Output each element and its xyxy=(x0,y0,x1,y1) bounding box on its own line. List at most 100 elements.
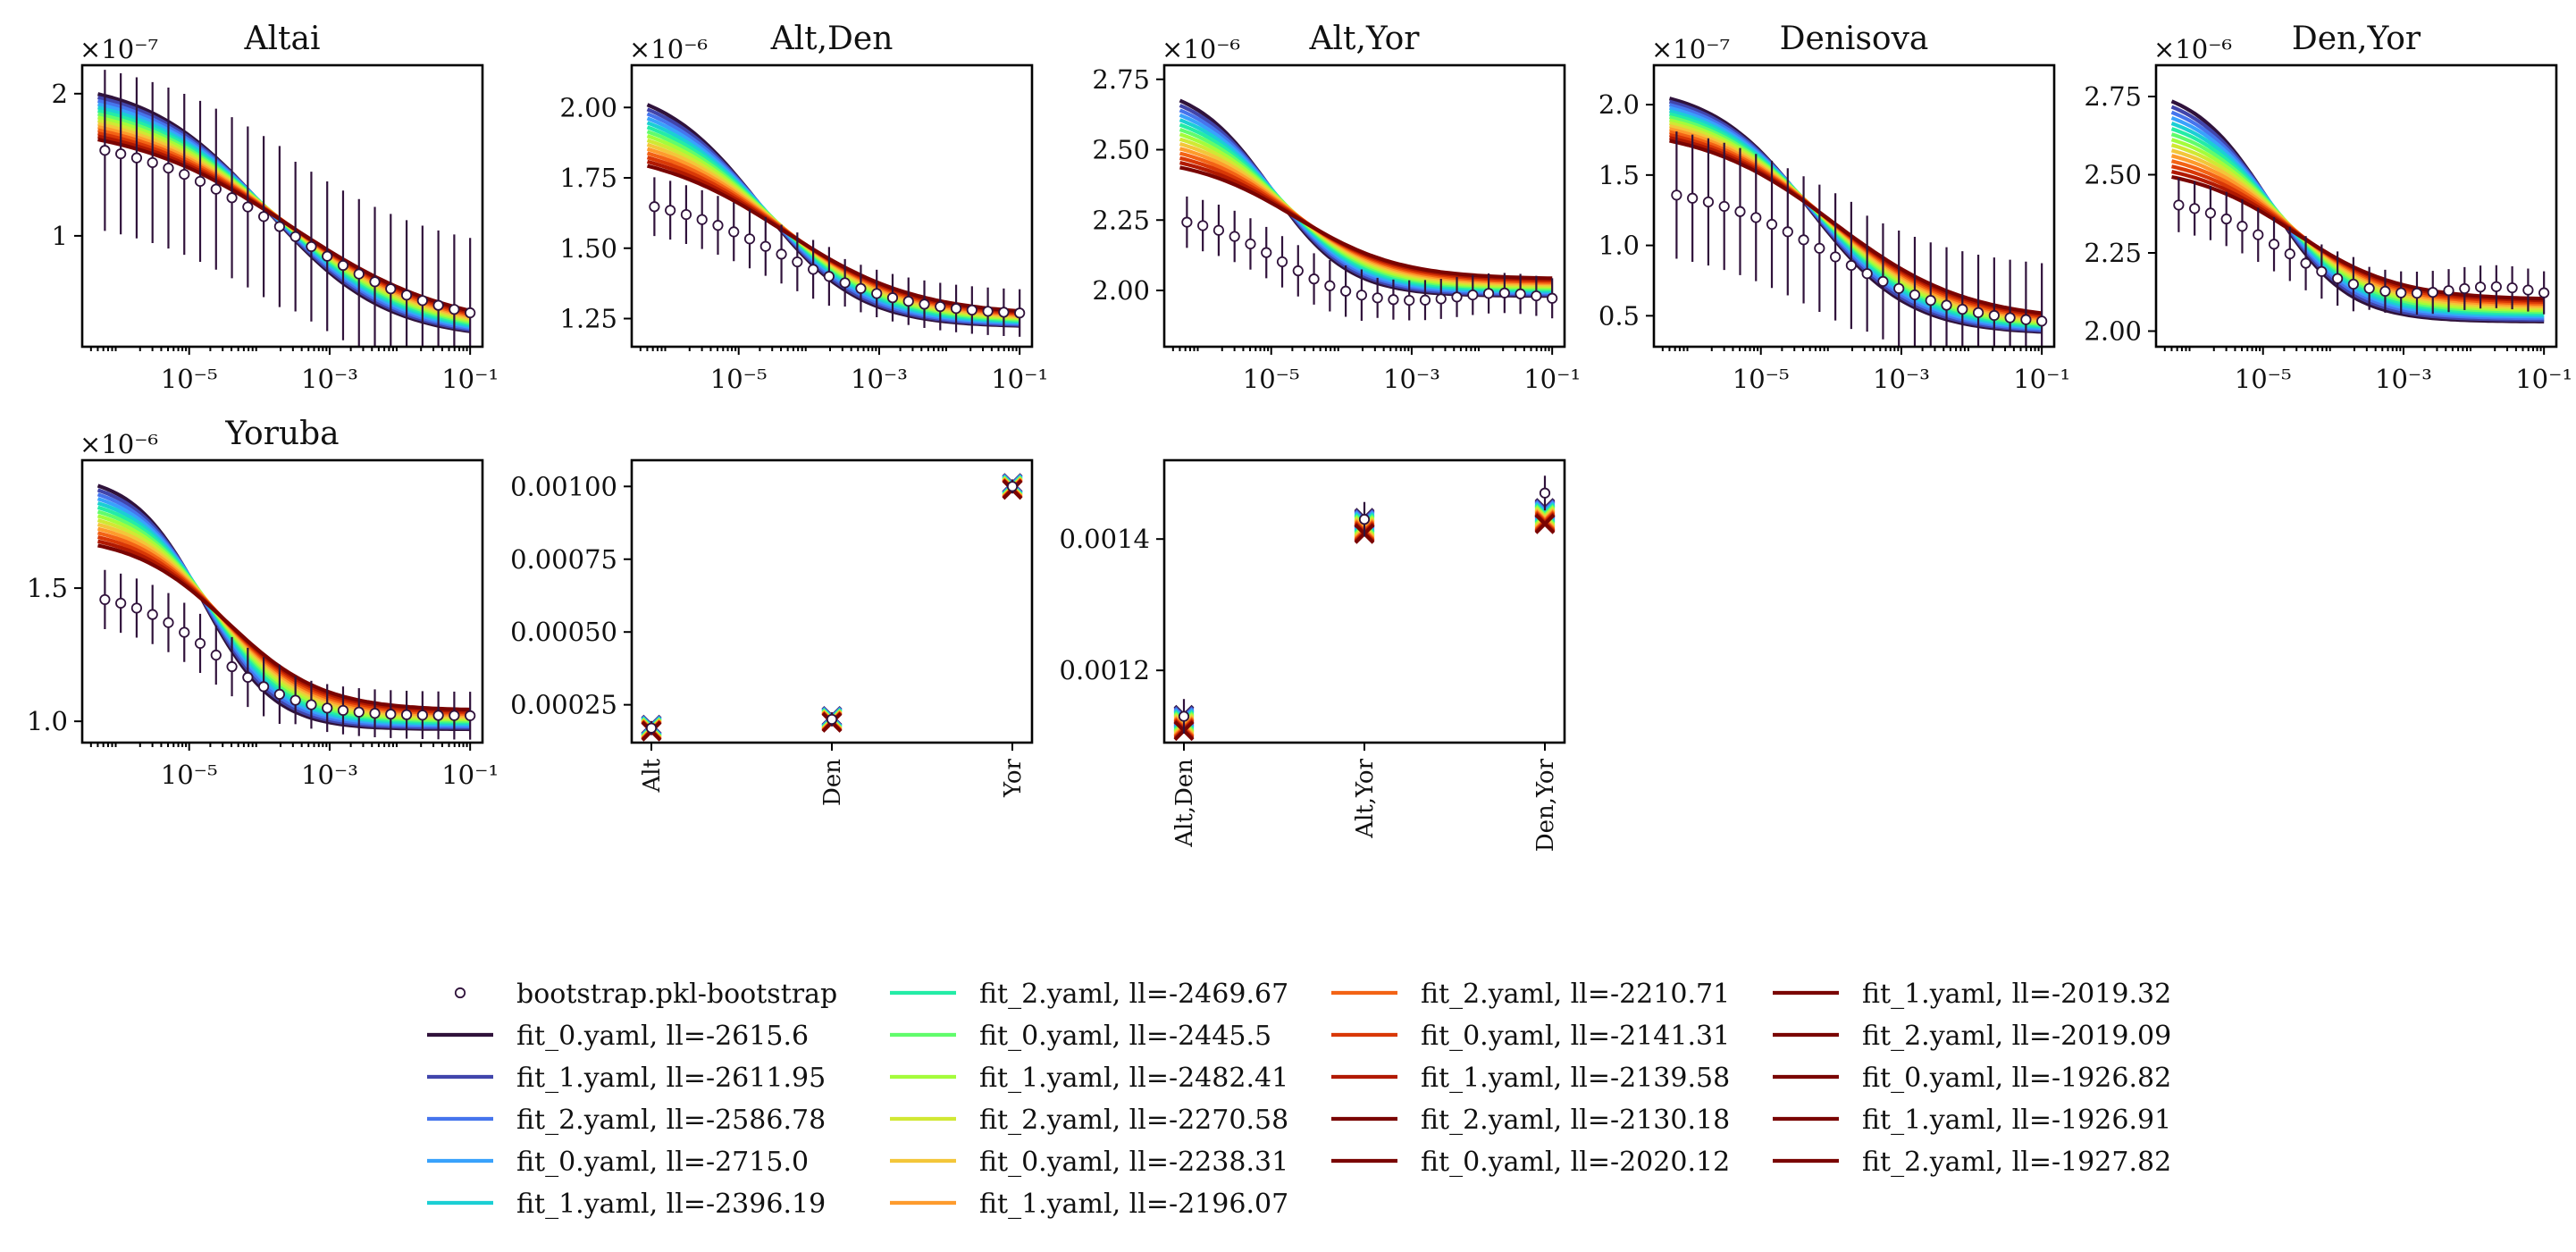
data-point xyxy=(226,660,238,673)
data-point xyxy=(337,704,349,717)
data-point xyxy=(163,617,174,628)
data-point xyxy=(1782,226,1793,238)
data-point xyxy=(823,271,835,282)
data-point xyxy=(2253,229,2264,240)
data-point xyxy=(115,148,127,160)
data-point xyxy=(432,299,444,311)
legend-entry: fit_2.yaml, ll=-1927.82 xyxy=(1773,1147,2171,1178)
data-point xyxy=(1909,289,1921,301)
plot-area xyxy=(646,103,1026,337)
data-point xyxy=(465,710,476,721)
data-point xyxy=(2411,287,2423,299)
data-point xyxy=(886,292,899,304)
data-point xyxy=(130,602,143,614)
legend-entry: fit_1.yaml, ll=-2139.58 xyxy=(1331,1063,1730,1094)
panel-8: Alt,Den Alt,Yor Den,Yor 0.0012 0.0014 xyxy=(1060,458,1566,852)
data-point xyxy=(226,192,238,204)
data-point xyxy=(2268,239,2280,250)
fit-marker xyxy=(1534,513,1556,534)
data-point xyxy=(1498,287,1510,298)
data-point xyxy=(1467,289,1479,301)
data-point xyxy=(369,708,381,719)
axes-frame xyxy=(630,458,1034,744)
y-tick-label: 0.00025 xyxy=(510,690,617,720)
y-tick-label: 0.00075 xyxy=(510,544,617,575)
panel-3: 10⁻⁵ 10⁻³ 10⁻¹ ×10⁻⁶ Alt,Yor 2.00 2.25 2.50 2.75 xyxy=(1092,21,1581,394)
data-point xyxy=(432,710,444,721)
fit-curve xyxy=(1669,139,2043,315)
x-tick-label: Alt xyxy=(639,758,666,793)
y-tick-label: 1.50 xyxy=(559,233,617,264)
y-tick-label: 0.0014 xyxy=(1060,524,1150,554)
data-point xyxy=(416,710,428,721)
fit-curve xyxy=(2171,174,2545,301)
y-tick-label: 1.5 xyxy=(27,573,68,603)
y-tick-label: 0.00100 xyxy=(510,471,617,501)
data-point xyxy=(289,231,301,242)
y-tick-label: 0.5 xyxy=(1598,300,1640,331)
data-point xyxy=(337,259,349,272)
data-point xyxy=(2490,281,2502,292)
legend-entry: fit_1.yaml, ll=-2611.95 xyxy=(427,1063,826,1094)
data-point xyxy=(2379,285,2391,297)
legend-entry: fit_1.yaml, ll=-1926.91 xyxy=(1773,1105,2171,1136)
data-point xyxy=(1957,303,1968,315)
fit-curve xyxy=(646,164,1020,314)
data-point xyxy=(2443,285,2454,297)
plot-area xyxy=(1179,98,1558,321)
legend-label: fit_2.yaml, ll=-2210.71 xyxy=(1421,979,1730,1010)
plot-area xyxy=(1173,475,1556,742)
data-point xyxy=(2189,203,2201,214)
data-point xyxy=(776,248,787,260)
y-tick-label: 2.75 xyxy=(2084,81,2142,112)
x-tick-label: Alt,Yor xyxy=(1352,758,1379,838)
data-point xyxy=(147,156,158,169)
data-point xyxy=(728,226,740,238)
x-tick-label: 10⁻⁵ xyxy=(2235,364,2292,394)
legend-entry: fit_1.yaml, ll=-2019.32 xyxy=(1773,979,2171,1010)
x-tick-label: 10⁻¹ xyxy=(2515,364,2572,394)
panel-5: 10⁻⁵ 10⁻³ 10⁻¹ ×10⁻⁶ Den,Yor 2.00 2.25 2.50 2.75 xyxy=(2084,21,2572,394)
data-point xyxy=(147,609,158,620)
data-point xyxy=(2204,207,2217,219)
data-point xyxy=(1702,196,1715,208)
data-point xyxy=(1212,224,1225,236)
fit-curve xyxy=(97,543,471,712)
data-point xyxy=(2459,282,2471,295)
data-point xyxy=(1358,514,1371,525)
data-point xyxy=(2332,273,2344,284)
x-tick-label: 10⁻⁵ xyxy=(161,364,218,394)
plot-area xyxy=(96,483,476,740)
x-tick-label: 10⁻³ xyxy=(301,364,358,394)
data-point xyxy=(839,277,851,289)
legend-label: fit_2.yaml, ll=-2130.18 xyxy=(1421,1105,1730,1136)
legend-entry: fit_1.yaml, ll=-2482.41 xyxy=(890,1063,1288,1094)
y-tick-label: 1.5 xyxy=(1598,160,1640,190)
data-point xyxy=(1531,290,1542,302)
data-point xyxy=(2220,213,2232,225)
data-point xyxy=(1830,251,1842,263)
data-point xyxy=(1941,299,1952,311)
data-point xyxy=(2300,257,2312,269)
data-point xyxy=(826,713,838,726)
data-point xyxy=(645,722,658,734)
fit-curve xyxy=(646,130,1020,322)
x-tick-label: 10⁻⁵ xyxy=(161,760,218,790)
legend-entry: fit_0.yaml, ll=-2238.31 xyxy=(890,1147,1288,1178)
panel-title: Den,Yor xyxy=(2292,21,2421,57)
legend-label: fit_2.yaml, ll=-2270.58 xyxy=(979,1105,1288,1136)
data-point xyxy=(449,710,460,721)
data-point xyxy=(322,702,333,714)
data-point xyxy=(369,276,381,288)
axes-frame xyxy=(1652,63,2056,349)
axes-frame xyxy=(80,458,484,744)
data-point xyxy=(1547,292,1558,304)
data-point xyxy=(1181,216,1193,228)
legend-entry: fit_0.yaml, ll=-2615.6 xyxy=(427,1021,809,1052)
x-tick-label: 10⁻³ xyxy=(2375,364,2432,394)
fit-curve xyxy=(1669,136,2043,317)
x-tick-label: 10⁻¹ xyxy=(991,364,1048,394)
data-point xyxy=(385,283,397,295)
data-point xyxy=(2522,284,2534,296)
